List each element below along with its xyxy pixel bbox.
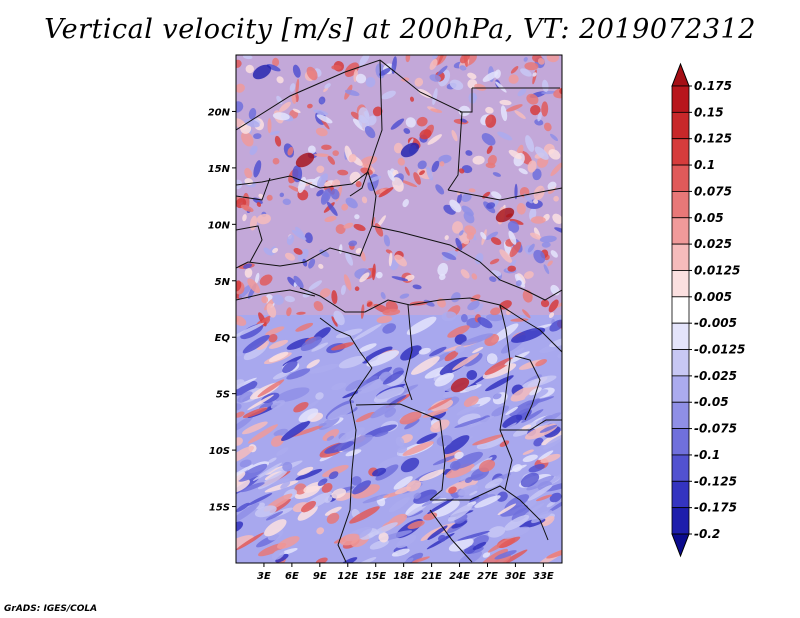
map-frame <box>235 54 563 564</box>
x-tick-label: 24E <box>449 571 470 582</box>
colorbar-label: 0.125 <box>694 132 732 146</box>
colorbar-segment <box>671 507 690 535</box>
colorbar-segment <box>671 270 690 298</box>
x-tick-label: 33E <box>533 571 554 582</box>
colorbar-segment <box>671 454 690 482</box>
colorbar-label: 0.0125 <box>694 263 740 277</box>
colorbar: 0.175 0.15 0.125 0.1 0.075 0.05 0.025 0.0125 0.0… <box>671 62 745 558</box>
colorbar-label: 0.175 <box>694 79 732 93</box>
colorbar-label: -0.125 <box>694 474 737 488</box>
colorbar-label: -0.1 <box>694 448 720 462</box>
colorbar-segment <box>671 375 690 403</box>
colorbar-label: 0.005 <box>694 290 732 304</box>
colorbar-segment <box>671 428 690 456</box>
y-tick-label: 10S <box>209 446 230 457</box>
colorbar-label: -0.175 <box>694 501 737 515</box>
colorbar-segment <box>671 191 690 219</box>
y-tick-label: EQ <box>215 333 231 344</box>
colorbar-label: -0.005 <box>694 316 737 330</box>
x-tick-label: 30E <box>505 571 526 582</box>
x-tick-label: 15E <box>365 571 386 582</box>
colorbar-label: 0.025 <box>694 237 732 251</box>
y-tick-label: 15S <box>209 503 230 514</box>
x-tick-label: 3E <box>257 571 271 582</box>
colorbar-label: 0.15 <box>694 105 724 119</box>
y-tick-label: 5N <box>215 277 231 288</box>
colorbar-segment <box>671 401 690 429</box>
colorbar-label: -0.075 <box>694 422 737 436</box>
x-tick-label: 18E <box>393 571 414 582</box>
colorbar-segment <box>671 322 690 350</box>
x-tick-label: 9E <box>313 571 327 582</box>
colorbar-segment <box>671 533 690 558</box>
colorbar-label: -0.05 <box>694 395 729 409</box>
colorbar-label: 0.05 <box>694 211 724 225</box>
x-tick-label: 27E <box>477 571 498 582</box>
colorbar-segment <box>671 85 690 113</box>
colorbar-segment <box>671 164 690 192</box>
colorbar-label: -0.025 <box>694 369 737 383</box>
colorbar-segment <box>671 243 690 271</box>
colorbar-segment <box>671 111 690 140</box>
colorbar-segment <box>671 349 690 377</box>
y-tick-label: 20N <box>208 107 231 118</box>
y-tick-label: 5S <box>216 390 230 401</box>
colorbar-segment <box>671 62 690 87</box>
velocity-field <box>236 55 562 563</box>
x-axis: 3E 6E 9E 12E 15E 18E 21E 24E 27E 30E 33E <box>257 563 554 582</box>
y-tick-label: 15N <box>208 164 231 175</box>
x-tick-label: 12E <box>337 571 358 582</box>
colorbar-segment <box>671 138 690 166</box>
y-tick-label: 10N <box>208 220 231 231</box>
y-axis: 20N 15N 10N 5N EQ 5S 10S 15S <box>208 107 236 514</box>
colorbar-segment <box>671 217 690 245</box>
x-tick-label: 6E <box>285 571 299 582</box>
plot-title: Vertical velocity [m/s] at 200hPa, VT: 2… <box>44 14 756 45</box>
country-borders <box>236 59 562 563</box>
colorbar-segment <box>671 296 690 324</box>
colorbar-segment <box>671 480 690 509</box>
colorbar-label: -0.0125 <box>694 343 745 357</box>
x-tick-label: 21E <box>421 571 442 582</box>
grads-credit: GrADS: IGES/COLA <box>4 604 98 614</box>
colorbar-label: 0.1 <box>694 158 715 172</box>
colorbar-label: -0.2 <box>694 527 720 541</box>
colorbar-label: 0.075 <box>694 184 732 198</box>
